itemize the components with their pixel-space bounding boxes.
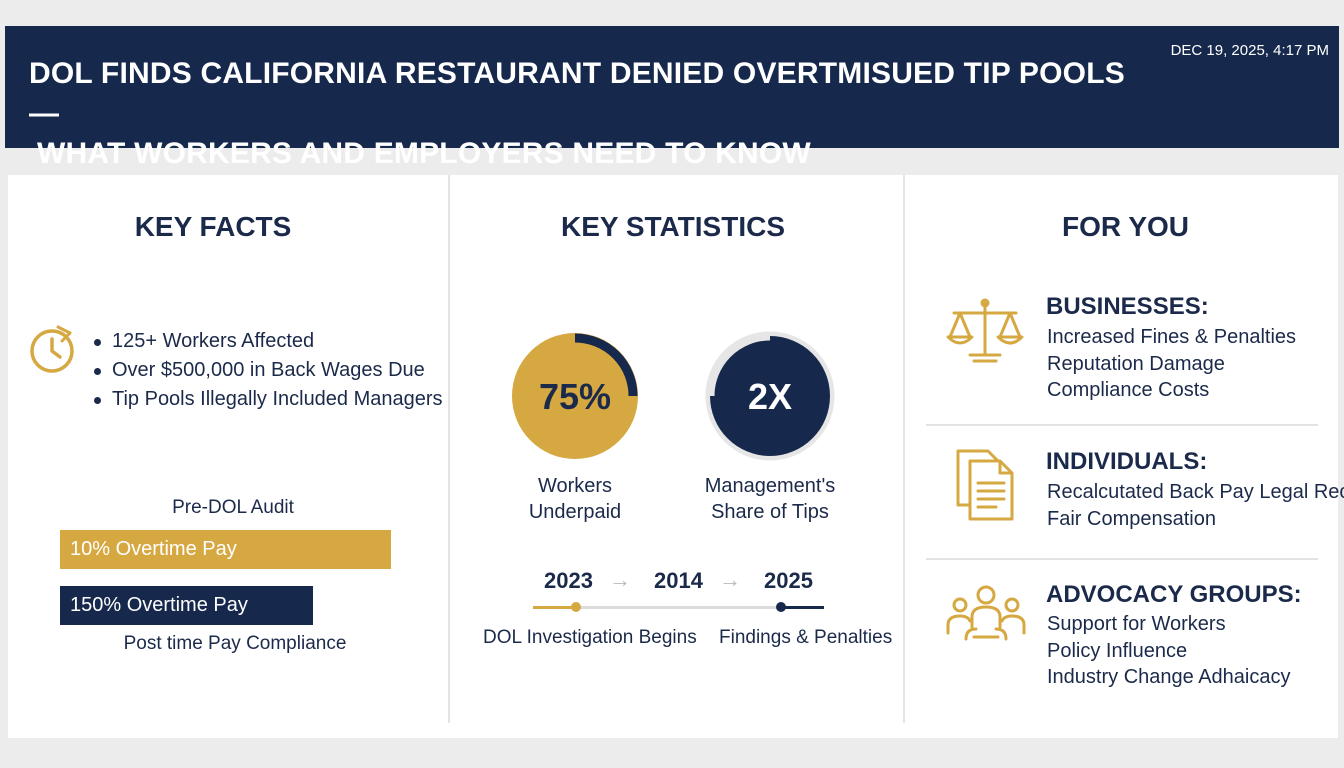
list-item: Recalcutated Back Pay Legal Recorse (1047, 481, 1344, 503)
timeline-dot-end (776, 602, 786, 612)
workers-underpaid-donut (512, 333, 638, 459)
workers-underpaid-label: Workers Underpaid (485, 473, 665, 525)
fact-item: 125+ Workers Affected (94, 327, 443, 356)
stat-label-line: Underpaid (528, 501, 622, 523)
key-statistics-title: KEY STATISTICS (560, 211, 786, 242)
stat-label-line: Share of Tips (711, 501, 829, 523)
column-divider (448, 175, 450, 723)
timestamp: DEC 19, 2025, 4:17 PM (1170, 42, 1329, 59)
management-share-value: 2X (747, 376, 793, 417)
list-item: Increased Fines & Penalties (1047, 326, 1297, 348)
fact-item: Over $500,000 in Back Wages Due (94, 356, 443, 385)
donut-fill (512, 333, 638, 459)
overtime-bar-gold: 10% Overtime Pay (60, 530, 391, 569)
pre-audit-label: Pre-DOL Audit (172, 497, 294, 518)
for-you-title: FOR YOU (1061, 211, 1190, 242)
overtime-bar-gold-label: 10% Overtime Pay (70, 538, 237, 560)
key-facts-list: 125+ Workers Affected Over $500,000 in B… (94, 327, 443, 414)
fact-item: Tip Pools Illegally Included Managers (94, 385, 443, 414)
post-compliance-label: Post time Pay Compliance (123, 633, 347, 654)
header-banner: DOL FINDS CALIFORNIA RESTAURANT DENIED O… (5, 26, 1339, 170)
donut-arc (705, 331, 771, 397)
content-panel: KEY FACTS 125+ Workers Affected Over $50… (8, 175, 1344, 738)
scales-icon (946, 298, 1024, 363)
timeline-line-start (533, 606, 578, 609)
management-share-label: Management's Share of Tips (680, 473, 860, 525)
timeline-label-end: Findings & Penalties (719, 627, 893, 648)
timeline-line-middle (578, 606, 778, 609)
list-item: Fair Compensation (1047, 507, 1216, 530)
title-line-2: WHAT WORKERS AND EMPLOYERS NEED TO KNOW (37, 137, 811, 170)
management-share-donut (705, 331, 835, 461)
page-title: DOL FINDS CALIFORNIA RESTAURANT DENIED O… (29, 54, 1149, 174)
donut-arc (574, 333, 638, 397)
list-item: Policy Influence (1047, 639, 1188, 662)
stat-label-line: Workers (537, 475, 613, 497)
section-divider (926, 424, 1318, 426)
arrow-right-icon: → (609, 567, 631, 592)
donut-fill (710, 336, 830, 456)
businesses-list: Increased Fines & Penalties Reputation D… (1047, 324, 1296, 404)
clock-icon (30, 325, 74, 373)
timeline-label-start: DOL Investigation Begins (483, 627, 697, 648)
overtime-bar-navy: 150% Overtime Pay (60, 586, 313, 625)
column-divider (903, 175, 905, 723)
timeline-dot-start (571, 602, 581, 612)
advocacy-groups-title: ADVOCACY GROUPS: (1046, 581, 1302, 608)
stat-label-line: Management's (704, 475, 836, 497)
documents-icon (956, 449, 1014, 521)
overtime-bar-navy-label: 150% Overtime Pay (70, 594, 248, 616)
timeline-year: 2014 (654, 568, 703, 593)
key-facts-title: KEY FACTS (134, 211, 292, 242)
workers-underpaid-value: 75% (538, 376, 612, 417)
list-item: Compliance Costs (1047, 379, 1210, 401)
timeline-line-end (778, 606, 824, 609)
individuals-list: Recalcutated Back Pay Legal Recorse Fair… (1047, 479, 1344, 532)
list-item: Reputation Damage (1047, 352, 1225, 375)
section-divider (926, 558, 1318, 560)
arrow-right-icon: → (719, 567, 741, 592)
people-icon (946, 585, 1026, 641)
title-line-1: DOL FINDS CALIFORNIA RESTAURANT DENIED O… (29, 57, 1125, 130)
timeline-year: 2023 (544, 568, 593, 593)
businesses-title: BUSINESSES: (1046, 293, 1209, 320)
list-item: Industry Change Adhaicacy (1047, 666, 1291, 688)
timeline-year: 2025 (764, 568, 813, 593)
advocacy-groups-list: Support for Workers Policy Influence Ind… (1047, 611, 1291, 691)
list-item: Support for Workers (1047, 613, 1226, 635)
individuals-title: INDIVIDUALS: (1046, 448, 1208, 475)
